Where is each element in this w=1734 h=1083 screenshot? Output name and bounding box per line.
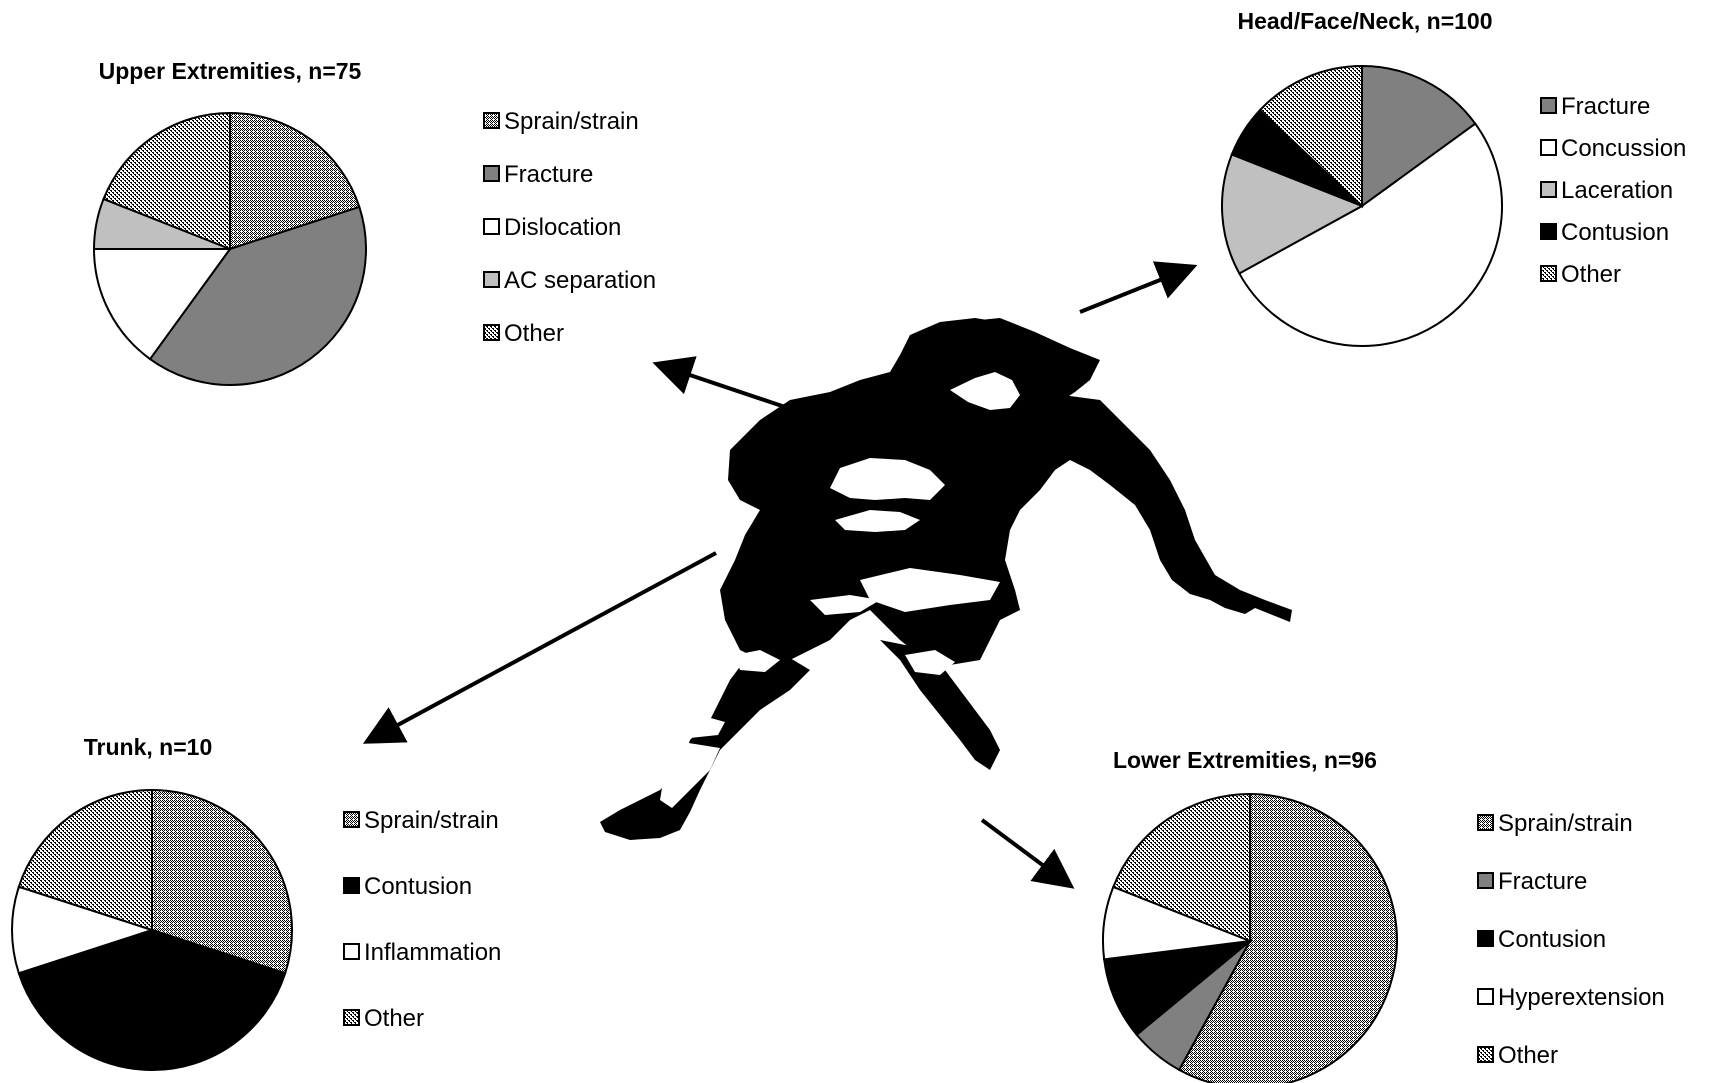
legend-swatch-hyperextension [1477,988,1494,1005]
legend-swatch-dislocation [483,218,500,235]
arrow-to-head-face-neck [1079,261,1198,314]
legend-label-contusion: Contusion [1561,219,1669,246]
pie-slices [92,111,367,387]
chart-title: Upper Extremities, n=75 [99,58,362,84]
legend-label-sprain-strain: Sprain/strain [504,108,639,135]
legend-swatch-contusion [1540,223,1557,240]
pie-slice-concussion [1237,122,1504,347]
legend-swatch-fracture [1477,872,1494,889]
legend-swatch-concussion [1540,139,1557,156]
legend-swatch-sprain-strain [1477,814,1494,831]
legend-label-concussion: Concussion [1561,135,1686,162]
legend-swatch-ac-separation [483,271,500,288]
legend-label-other: Other [504,320,564,347]
pie-slices [11,788,293,1072]
pie-slice-laceration [1221,153,1365,275]
pie-slice-other [17,788,153,932]
legend-label-laceration: Laceration [1561,177,1673,204]
legend-swatch-other [1540,265,1557,282]
legend-swatch-inflammation [343,943,360,960]
pie-slice-sprain-strain [151,788,293,975]
legend-label-fracture: Fracture [1561,93,1650,120]
legend-label-fracture: Fracture [1498,868,1587,895]
legend-label-ac-separation: AC separation [504,267,656,294]
legend-swatch-contusion [1477,930,1494,947]
legend-label-dislocation: Dislocation [504,214,621,241]
legend-label-fracture: Fracture [504,161,593,188]
pie-slice-other [1258,64,1363,209]
legend-swatch-sprain-strain [343,811,360,828]
pie-slice-inflammation [11,885,156,975]
legend-label-inflammation: Inflammation [364,939,501,966]
pie-slice-dislocation [92,248,232,361]
legend-swatch-fracture [483,165,500,182]
chart-legend: Sprain/strain Fracture Dislocation AC separ… [483,108,656,347]
legend-label-contusion: Contusion [1498,926,1606,953]
legend-swatch-fracture [1540,97,1557,114]
arrow-to-lower-extremities [980,818,1075,889]
pie-slice-other [102,111,231,251]
rugby-player-silhouette-icon [600,318,1292,840]
legend-swatch-laceration [1540,181,1557,198]
legend-label-other: Other [364,1005,424,1032]
pie-slice-contusion [1103,939,1254,1037]
chart-title: Head/Face/Neck, n=100 [1237,8,1492,34]
legend-swatch-other [343,1009,360,1026]
pie-slice-fracture [1361,64,1477,208]
chart-legend: Sprain/strain Contusion Inflammation Other [343,807,501,1032]
pie-chart-lower-extremities: Lower Extremities, n=96 Sprain/strain Fra… [1102,747,1665,1083]
arrow-to-trunk [362,551,717,744]
pie-slice-other [1112,792,1251,943]
chart-title: Trunk, n=10 [84,734,212,760]
chart-title: Lower Extremities, n=96 [1113,747,1377,773]
arrow-to-upper-extremities [652,356,789,410]
pie-slices [1221,64,1504,347]
legend-label-sprain-strain: Sprain/strain [364,807,499,834]
chart-legend: Fracture Concussion Laceration Contusion Oth… [1540,93,1686,288]
legend-label-sprain-strain: Sprain/strain [1498,810,1633,837]
chart-legend: Sprain/strain Fracture Contusion Hyperexten… [1477,810,1665,1069]
legend-swatch-other [483,324,500,341]
pie-chart-trunk: Trunk, n=10 Sprain/strain Contusion Inflam… [11,734,501,1072]
legend-swatch-sprain-strain [483,112,500,129]
legend-swatch-other [1477,1046,1494,1063]
pie-chart-head-face-neck: Head/Face/Neck, n=100 Fracture Concussion… [1221,8,1686,347]
pie-slice-contusion [17,928,287,1072]
legend-swatch-contusion [343,877,360,894]
pie-slice-sprain-strain [229,111,361,251]
legend-label-contusion: Contusion [364,873,472,900]
pie-chart-upper-extremities: Upper Extremities, n=75 Sprain/strain Fra… [92,58,656,387]
pie-slice-sprain-strain [1177,792,1398,1083]
arrows [362,261,1198,889]
pie-slice-fracture [148,205,367,387]
legend-label-other: Other [1498,1042,1558,1069]
legend-label-other: Other [1561,261,1621,288]
legend-label-hyperextension: Hyperextension [1498,984,1665,1011]
pie-slices [1102,792,1398,1083]
